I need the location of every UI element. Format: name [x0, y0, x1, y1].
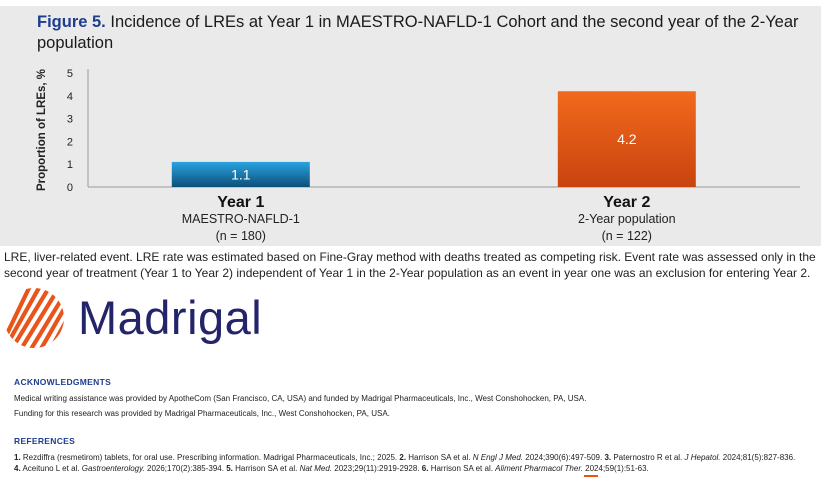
y-tick-label: 0	[67, 182, 73, 194]
ref-journal: Aliment Pharmacol Ther.	[495, 464, 583, 473]
y-tick-label: 5	[67, 68, 73, 80]
ref-number: 6.	[421, 464, 429, 473]
ref-authors: Harrison SA et al.	[430, 464, 493, 473]
bar-year-2	[557, 91, 696, 187]
y-tick-label: 4	[67, 91, 73, 103]
figure-title: Figure 5. Incidence of LREs at Year 1 in…	[37, 12, 807, 54]
ref-journal: J Hepatol.	[684, 453, 721, 462]
x-category-sublabel: (n = 180)	[216, 229, 266, 243]
ref-number: 5.	[226, 464, 233, 473]
y-tick-label: 2	[67, 136, 73, 148]
ref-cite: 2024;390(6):497-509.	[525, 453, 603, 462]
figure-label: Figure 5.	[37, 13, 106, 31]
y-axis-label: Proportion of LREs, %	[36, 69, 48, 191]
figure-title-text: Incidence of LREs at Year 1 in MAESTRO-N…	[37, 13, 799, 52]
ref-authors: Harrison SA et al.	[235, 464, 298, 473]
bar-value-label: 1.1	[231, 166, 251, 182]
references-heading: REFERENCES	[14, 436, 76, 446]
bar-chart: 0 1 2 3 4 5 Proportion of LREs, % 1.1 Year 1MAES…	[36, 68, 800, 243]
ref-text: Rezdiffra (resmetirom) tablets, for oral…	[22, 453, 398, 462]
ref-number: 3.	[604, 453, 612, 462]
ref-number: 4.	[14, 464, 21, 473]
acknowledgment-line: Funding for this research was provided b…	[14, 409, 390, 418]
x-category-label: Year 1	[217, 194, 264, 211]
acknowledgment-line: Medical writing assistance was provided …	[14, 394, 587, 403]
ref-journal: Gastroenterology.	[81, 464, 145, 473]
ref-cite: 2024;59(1):51-63.	[585, 464, 649, 473]
ref-authors: Paternostro R et al.	[613, 453, 683, 462]
references-body: 1. Rezdiffra (resmetirom) tablets, for o…	[14, 452, 814, 474]
ref-journal: Nat Med.	[299, 464, 333, 473]
acknowledgments-heading: ACKNOWLEDGMENTS	[14, 377, 112, 387]
bar-year-1	[171, 161, 310, 187]
x-category-sublabel: MAESTRO-NAFLD-1	[182, 212, 300, 226]
footnote: LRE, liver-related event. LRE rate was e…	[4, 250, 816, 280]
ref-number: 2.	[399, 453, 407, 462]
references-line-2: 4. Aceituno L et al. Gastroenterology. 2…	[14, 463, 814, 474]
y-tick-label: 3	[67, 114, 73, 126]
acknowledgments-body: Medical writing assistance was provided …	[14, 393, 814, 419]
ref-number: 1.	[14, 453, 21, 462]
decorative-mark	[584, 475, 598, 477]
ref-journal: N Engl J Med.	[472, 453, 524, 462]
x-category-label: Year 2	[603, 194, 650, 211]
references-line-1: 1. Rezdiffra (resmetirom) tablets, for o…	[14, 452, 814, 463]
x-category-sublabel: 2-Year population	[578, 212, 676, 226]
ref-authors: Harrison SA et al.	[408, 453, 471, 462]
madrigal-logo-icon	[4, 288, 64, 348]
bar-value-label: 4.2	[617, 131, 637, 147]
ref-authors: Aceituno L et al.	[22, 464, 80, 473]
x-category-sublabel: (n = 122)	[602, 229, 652, 243]
madrigal-wordmark: Madrigal	[78, 291, 263, 344]
y-tick-label: 1	[67, 159, 73, 171]
ref-cite: 2024;81(5):827-836.	[722, 453, 796, 462]
ref-cite: 2023;29(11):2919-2928.	[334, 464, 420, 473]
ref-cite: 2026;170(2):385-394.	[147, 464, 224, 473]
